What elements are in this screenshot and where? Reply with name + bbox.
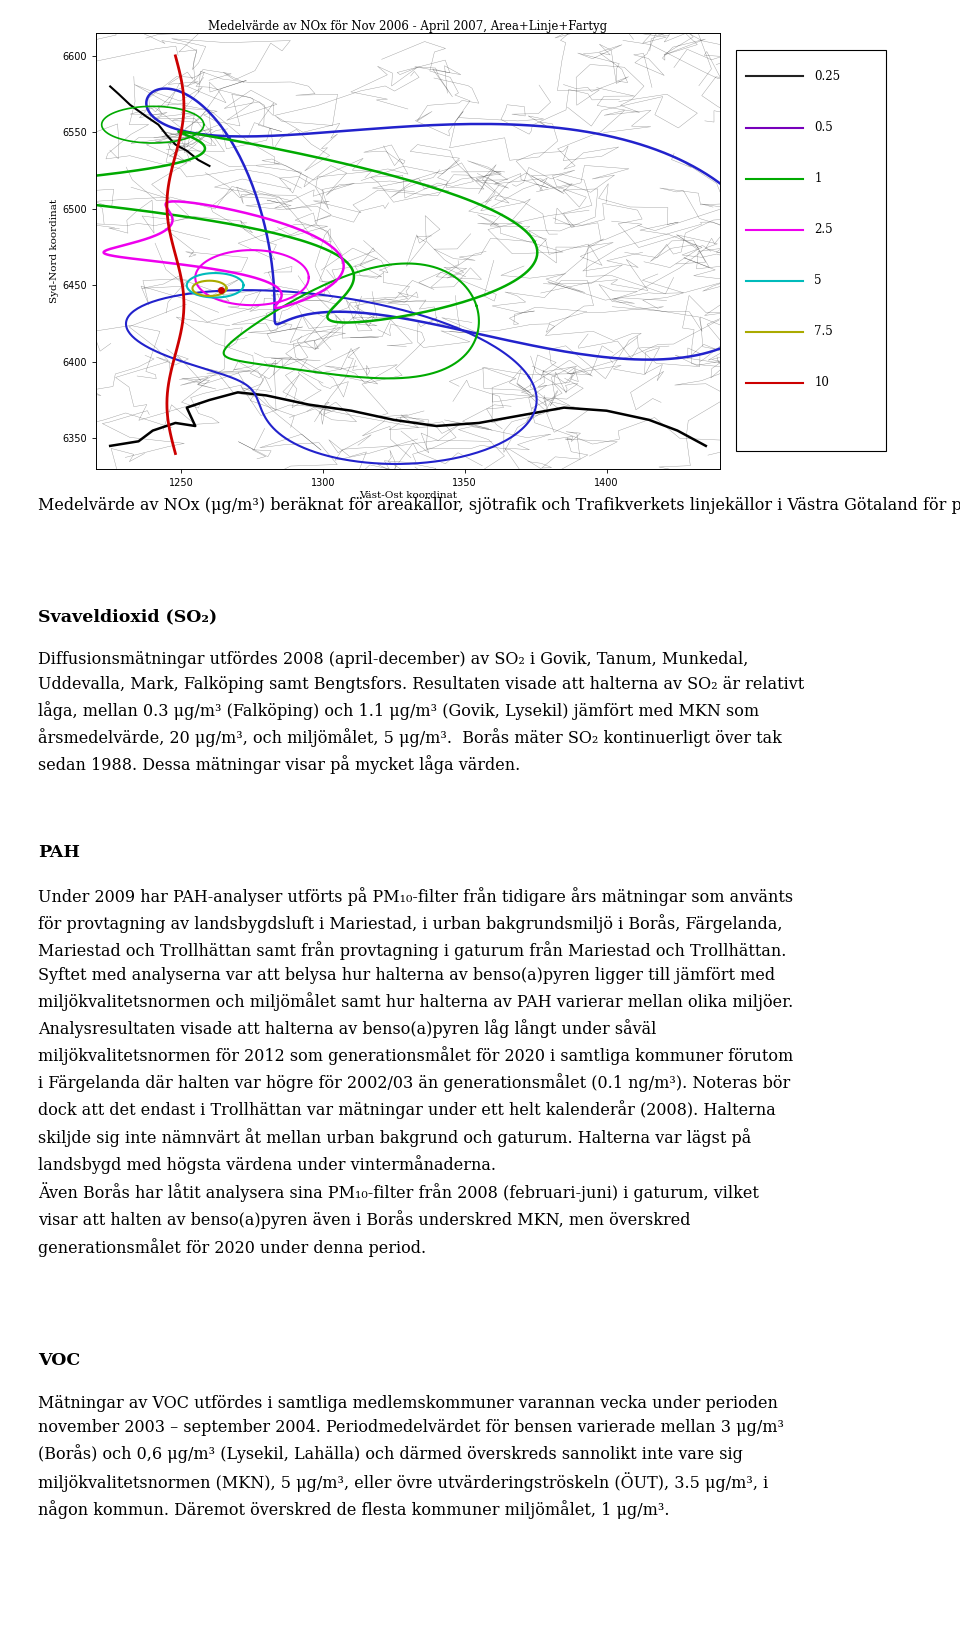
- Text: 0.25: 0.25: [814, 71, 841, 82]
- Text: 0.5: 0.5: [814, 122, 833, 133]
- Text: Under 2009 har PAH-analyser utförts på PM₁₀-filter från tidigare års mätningar s: Under 2009 har PAH-analyser utförts på P…: [38, 887, 794, 1257]
- Text: Svaveldioxid (SO₂): Svaveldioxid (SO₂): [38, 609, 218, 625]
- Text: Mätningar av VOC utfördes i samtliga medlemskommuner varannan vecka under period: Mätningar av VOC utfördes i samtliga med…: [38, 1395, 784, 1518]
- Text: 1: 1: [814, 173, 822, 186]
- Text: PAH: PAH: [38, 844, 81, 860]
- Title: Medelvärde av NOx för Nov 2006 - April 2007, Area+Linje+Fartyg: Medelvärde av NOx för Nov 2006 - April 2…: [208, 20, 608, 33]
- X-axis label: Väst-Ost koordinat: Väst-Ost koordinat: [359, 490, 457, 500]
- Text: Medelvärde av NOx (μg/m³) beräknat för areakällor, sjötrafik och Trafikverkets l: Medelvärde av NOx (μg/m³) beräknat för a…: [38, 497, 960, 513]
- Y-axis label: Syd-Nord koordinat: Syd-Nord koordinat: [51, 199, 60, 303]
- FancyBboxPatch shape: [736, 51, 886, 451]
- Text: 7.5: 7.5: [814, 326, 833, 339]
- Text: Diffusionsmätningar utfördes 2008 (april-december) av SO₂ i Govik, Tanum, Munked: Diffusionsmätningar utfördes 2008 (april…: [38, 651, 804, 773]
- Text: VOC: VOC: [38, 1352, 81, 1369]
- Text: 2.5: 2.5: [814, 224, 833, 237]
- Text: 10: 10: [814, 377, 829, 390]
- Text: 5: 5: [814, 275, 822, 288]
